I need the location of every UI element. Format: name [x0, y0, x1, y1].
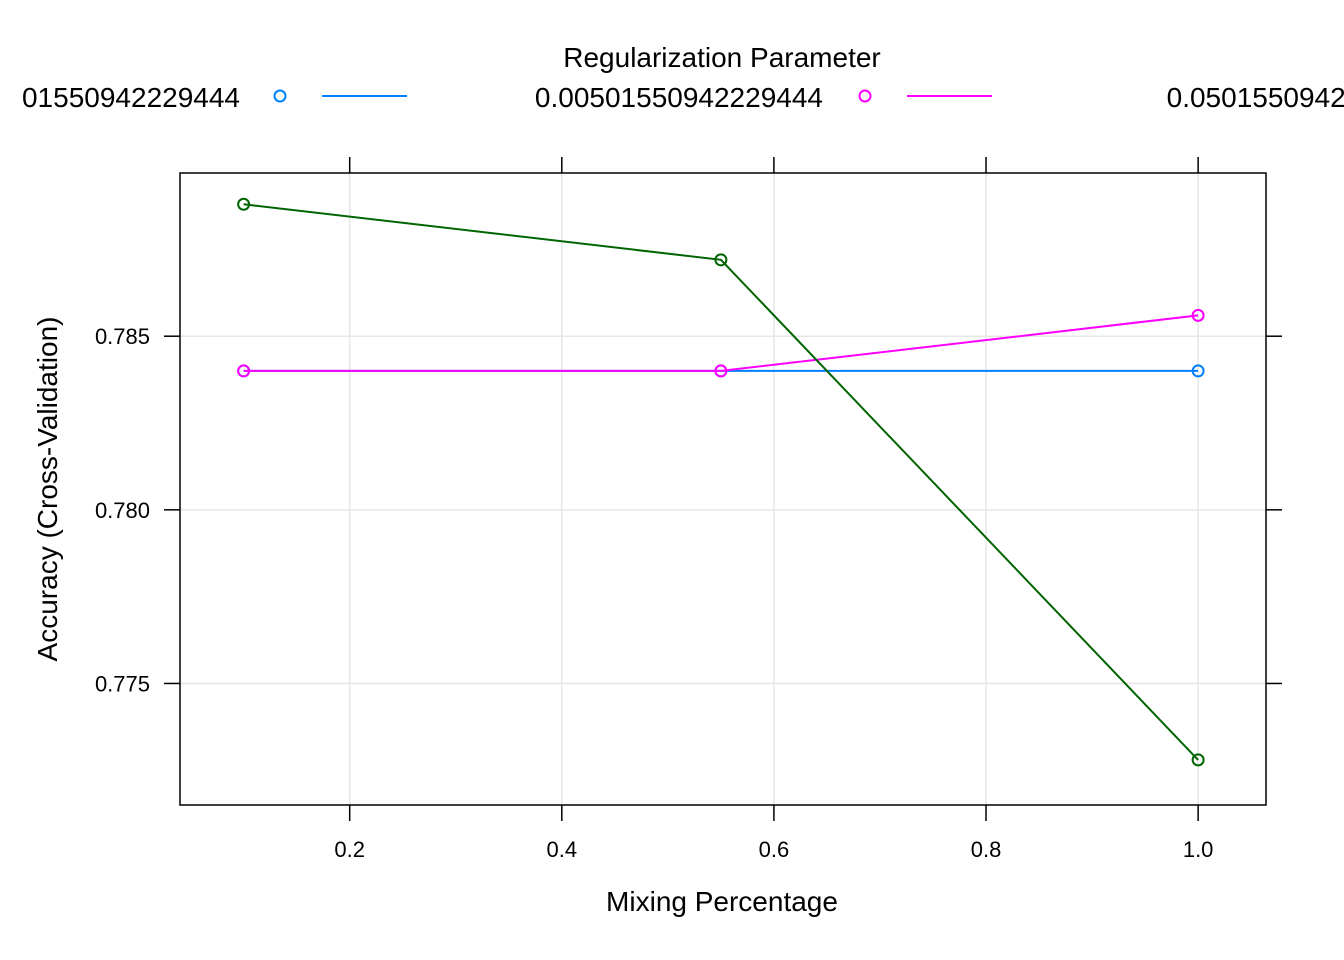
data-point — [714, 364, 728, 378]
series-line-3 — [243, 203, 1199, 761]
legend: 01550942229444 0.00501550942229444 0.05015… — [22, 82, 1344, 113]
y-tick-label: 0.780 — [95, 498, 150, 523]
legend-marker — [858, 89, 872, 103]
y-axis-label: Accuracy (Cross-Validation) — [32, 317, 63, 662]
data-point — [714, 253, 728, 267]
legend-marker — [273, 89, 287, 103]
legend-title: Regularization Parameter — [563, 42, 881, 73]
series-line-2 — [243, 314, 1199, 372]
y-tick-label: 0.775 — [95, 671, 150, 696]
data-point — [1191, 753, 1205, 767]
x-tick-label: 0.2 — [334, 837, 365, 862]
data-point — [1191, 308, 1205, 322]
series-layer — [237, 197, 1205, 767]
x-tick-label: 1.0 — [1183, 837, 1214, 862]
data-point — [1191, 364, 1205, 378]
x-tick-label: 0.8 — [971, 837, 1002, 862]
legend-label-3: 0.05015509422294 — [1167, 82, 1344, 113]
x-axis-label: Mixing Percentage — [606, 886, 838, 917]
grid-lines — [180, 173, 1266, 805]
y-tick-label: 0.785 — [95, 324, 150, 349]
data-point — [237, 364, 251, 378]
legend-label-1: 01550942229444 — [22, 82, 240, 113]
legend-label-2: 0.00501550942229444 — [535, 82, 823, 113]
x-tick-label: 0.4 — [547, 837, 578, 862]
axis-ticks: 0.2 0.4 0.6 0.8 1.0 0.775 0.780 0.785 — [95, 157, 1282, 862]
plot-frame — [179, 172, 1267, 806]
x-tick-label: 0.6 — [759, 837, 790, 862]
data-point — [237, 197, 251, 211]
